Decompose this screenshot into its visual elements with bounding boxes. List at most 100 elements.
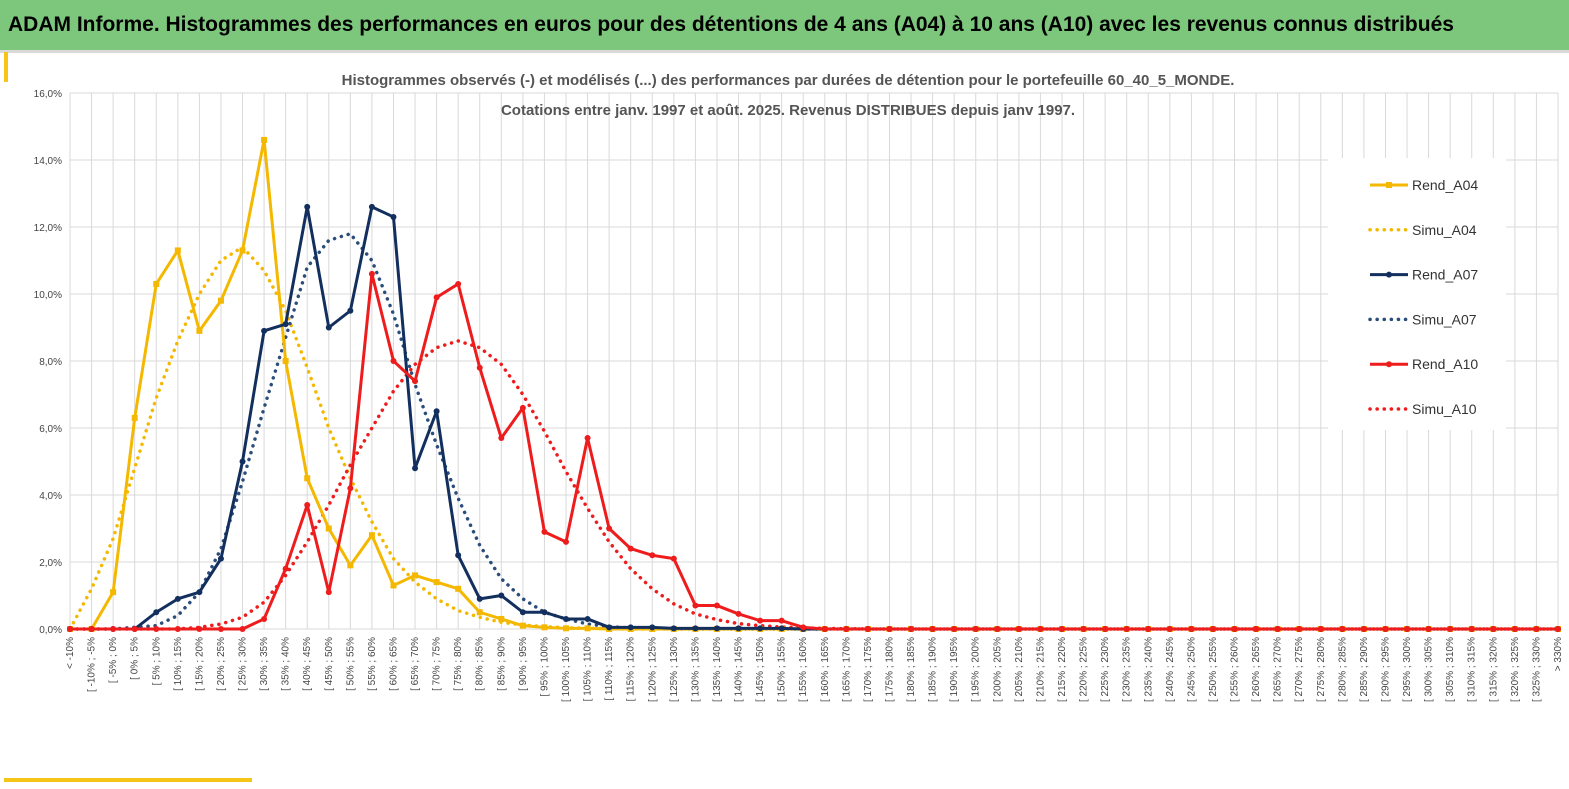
data-point-rend-a07 (347, 307, 354, 314)
data-point-rend-a10 (1123, 626, 1130, 632)
data-point-rend-a07 (584, 615, 591, 622)
data-point-rend-a07 (541, 609, 548, 616)
data-point-rend-a10 (541, 528, 548, 535)
x-tick-label: [ 70% ; 75% (432, 637, 443, 691)
data-point-rend-a07 (455, 552, 462, 559)
x-tick-label: [ 260% ; 265% (1251, 637, 1262, 702)
data-point-rend-a10 (1447, 626, 1454, 632)
data-point-rend-a07 (282, 321, 289, 328)
chart-title: Histogrammes observés (-) et modélisés (… (342, 72, 1235, 89)
legend-marker-rend-a04 (1386, 182, 1392, 188)
x-tick-label: [ 240% ; 245% (1165, 637, 1176, 702)
x-tick-label: [ 105% ; 110% (583, 637, 594, 701)
x-tick-label: [ 60% ; 65% (388, 637, 399, 691)
data-point-rend-a10 (1253, 626, 1260, 632)
data-point-rend-a07 (778, 625, 785, 632)
data-point-rend-a04 (153, 280, 160, 287)
x-tick-label: [ 275% ; 280% (1316, 637, 1327, 702)
data-point-rend-a10 (1145, 626, 1152, 632)
data-point-rend-a10 (1231, 626, 1238, 632)
x-tick-label: [ 30% ; 35% (259, 637, 270, 691)
x-tick-label: [ 185% ; 190% (928, 637, 939, 702)
accent-bar-left (4, 52, 8, 82)
data-point-rend-a10 (390, 358, 397, 364)
x-tick-label: [ 115% ; 120% (626, 637, 637, 701)
data-point-rend-a10 (261, 615, 268, 622)
data-point-rend-a04 (390, 582, 397, 589)
title-divider (0, 50, 1569, 53)
x-tick-label: [ 215% ; 220% (1057, 637, 1068, 702)
data-point-rend-a10 (627, 545, 634, 552)
data-point-rend-a10 (1533, 626, 1540, 632)
x-tick-label: [ 110% ; 115% (604, 637, 615, 701)
data-point-rend-a07 (649, 624, 656, 631)
data-point-rend-a10 (584, 435, 591, 442)
x-tick-label: [ 100% ; 105% (561, 637, 572, 702)
data-point-rend-a07 (304, 203, 311, 210)
data-point-rend-a04 (368, 532, 375, 539)
data-point-rend-a04 (541, 624, 548, 631)
data-point-rend-a10 (972, 626, 979, 632)
x-tick-label: [ 320% ; 325% (1510, 637, 1521, 702)
x-tick-label: [ 210% ; 215% (1035, 637, 1046, 702)
data-point-rend-a04 (131, 414, 138, 421)
data-point-rend-a10 (1425, 626, 1432, 632)
x-tick-label: [ -5% ; 0% (108, 637, 119, 683)
x-tick-label: [ 305% ; 310% (1445, 637, 1456, 702)
data-point-rend-a10 (864, 626, 871, 632)
data-point-rend-a10 (606, 525, 613, 532)
x-tick-label: [ 205% ; 210% (1014, 637, 1025, 702)
data-point-rend-a07 (261, 327, 268, 334)
data-point-rend-a07 (498, 592, 505, 599)
x-tick-label: [ 85% ; 90% (496, 637, 507, 691)
data-point-rend-a04 (563, 625, 569, 632)
accent-bar-bottom (4, 778, 252, 782)
data-point-rend-a07 (476, 595, 483, 602)
x-tick-label: [ 95% ; 100% (539, 637, 550, 697)
data-point-rend-a04 (239, 247, 246, 254)
x-tick-label: [ 235% ; 240% (1143, 637, 1154, 702)
x-tick-label: [ 250% ; 255% (1208, 637, 1219, 702)
data-point-rend-a04 (455, 585, 462, 592)
data-point-rend-a04 (261, 136, 268, 143)
data-point-rend-a10 (1188, 626, 1195, 632)
series (67, 136, 1561, 632)
x-tick-label: [ 300% ; 305% (1424, 637, 1435, 702)
x-tick-label: [ 135% ; 140% (712, 637, 723, 702)
legend-label-rend-a10: Rend_A10 (1412, 356, 1478, 372)
data-point-rend-a04 (584, 625, 591, 632)
legend: Rend_A04 Simu_A04 Rend_A07 Simu_A07 Rend_A10… (1328, 158, 1506, 430)
data-point-rend-a07 (713, 625, 720, 632)
x-tick-label: [ 290% ; 295% (1380, 637, 1391, 702)
data-point-rend-a10 (1404, 626, 1411, 632)
x-tick-label: [ 220% ; 225% (1079, 637, 1090, 702)
x-tick-label: [ 120% ; 125% (647, 637, 658, 702)
data-point-rend-a07 (325, 324, 332, 331)
data-point-rend-a04 (110, 589, 117, 596)
data-point-rend-a07 (757, 625, 764, 632)
data-point-rend-a07 (239, 458, 246, 465)
data-point-rend-a10 (304, 502, 311, 509)
data-point-rend-a04 (347, 562, 354, 569)
data-point-rend-a04 (498, 615, 505, 622)
y-tick-label: 2,0% (39, 558, 62, 569)
x-tick-label: < -10% (65, 637, 76, 669)
data-point-rend-a04 (196, 327, 203, 334)
x-tick-label: [ 195% ; 200% (971, 637, 982, 702)
x-tick-label: [ 315% ; 320% (1488, 637, 1499, 702)
x-tick-label: [ 200% ; 205% (992, 637, 1003, 702)
data-point-rend-a07 (412, 465, 419, 472)
data-point-rend-a07 (692, 625, 699, 632)
grid (69, 92, 1559, 630)
data-point-rend-a10 (412, 378, 419, 385)
data-point-rend-a10 (217, 626, 224, 632)
series-line-rend-a10 (70, 272, 1558, 631)
x-tick-label: [ 65% ; 70% (410, 637, 421, 691)
x-tick-label: [ 140% ; 145% (734, 637, 745, 702)
x-tick-label: [ 90% ; 95% (518, 637, 529, 691)
data-point-rend-a10 (649, 552, 656, 559)
data-point-rend-a10 (670, 555, 677, 562)
data-point-rend-a04 (217, 297, 224, 304)
legend-marker-rend-a10 (1386, 361, 1392, 368)
